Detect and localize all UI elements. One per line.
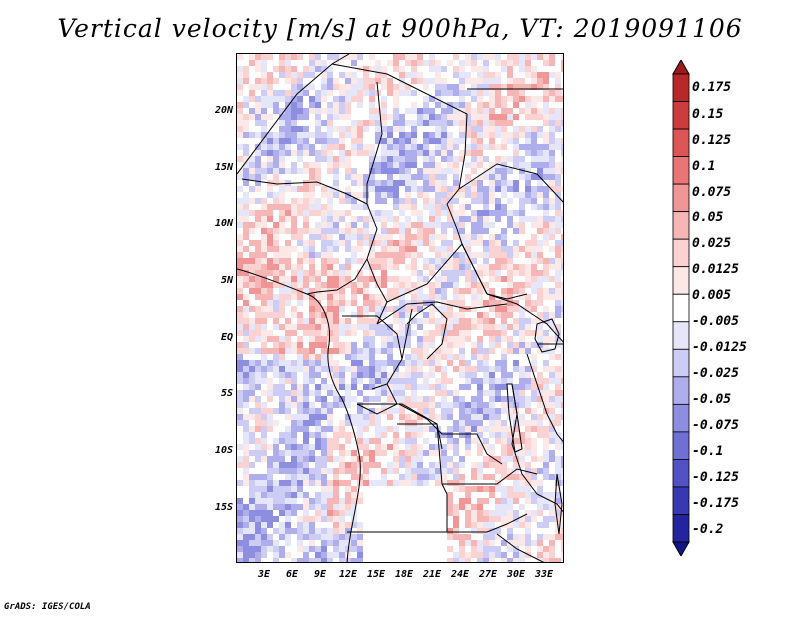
- lon-tick-label: 6E: [285, 569, 299, 580]
- lon-tick-label: 30E: [506, 569, 526, 580]
- colorbar-label: 0.175: [692, 80, 732, 95]
- border-niger-chad: [366, 81, 383, 204]
- lat-tick-label: 15N: [214, 162, 233, 173]
- colorbar-segment: [672, 156, 690, 185]
- border-north-2: [386, 73, 468, 205]
- lon-tick-label: 18E: [394, 569, 414, 580]
- coastline-west: [237, 268, 361, 562]
- border-ssudan: [486, 293, 563, 343]
- colorbar-label: 0.1: [692, 159, 716, 174]
- border-car-south: [376, 301, 508, 325]
- colorbar-label: -0.1: [692, 444, 724, 459]
- colorbar-label: 0.005: [692, 288, 732, 303]
- border-nigeria-east: [306, 203, 378, 295]
- colorbar-segment: [672, 73, 690, 102]
- lon-tick-label: 12E: [338, 569, 358, 580]
- lat-tick-label: 10N: [214, 218, 233, 229]
- lat-tick-label: 15S: [214, 502, 233, 513]
- colorbar-segment: [672, 101, 690, 130]
- lat-tick-label: EQ: [220, 332, 233, 343]
- lon-tick-label: 21E: [422, 569, 442, 580]
- lat-tick-label: 5N: [220, 275, 233, 286]
- border-libya-chad: [331, 63, 388, 75]
- lat-tick-label: 20N: [214, 105, 233, 116]
- grads-credit: GrADS: IGES/COLA: [4, 602, 91, 612]
- colorbar-segment: [672, 431, 690, 460]
- colorbar-segments: [672, 60, 690, 556]
- colorbar: [672, 60, 690, 556]
- lon-tick-label: 3E: [257, 569, 271, 580]
- colorbar-label: -0.025: [692, 366, 739, 381]
- lake-tanganyika: [506, 383, 523, 453]
- lon-tick-label: 15E: [366, 569, 386, 580]
- border-congo: [342, 315, 403, 390]
- colorbar-segment: [672, 128, 690, 157]
- border-mozambique: [536, 493, 563, 513]
- lat-tick-label: 10S: [214, 445, 233, 456]
- colorbar-label: -0.0125: [692, 340, 747, 355]
- colorbar-label: 0.0125: [692, 262, 739, 277]
- border-angola-namibia: [347, 494, 448, 533]
- country-borders: [237, 54, 563, 562]
- border-sudan: [458, 163, 563, 203]
- lake-malawi: [554, 473, 563, 535]
- colorbar-bottom-arrow: [672, 541, 690, 556]
- colorbar-segment: [672, 376, 690, 405]
- colorbar-segment: [672, 238, 690, 268]
- colorbar-label: -0.2: [692, 522, 724, 537]
- colorbar-segment: [672, 514, 690, 543]
- colorbar-label: 0.125: [692, 133, 732, 148]
- colorbar-segment: [672, 321, 690, 350]
- colorbar-label: 0.075: [692, 185, 732, 200]
- lon-tick-label: 9E: [313, 569, 327, 580]
- colorbar-label: -0.125: [692, 470, 739, 485]
- colorbar-segment: [672, 459, 690, 488]
- border-angola-north: [398, 403, 503, 465]
- border-drc-west: [401, 308, 413, 360]
- border-angola: [397, 423, 448, 495]
- colorbar-label: 0.05: [692, 210, 724, 225]
- colorbar-segment: [672, 293, 690, 323]
- velocity-shading: [237, 54, 563, 562]
- map-panel: [236, 53, 564, 563]
- colorbar-segment: [672, 266, 690, 295]
- vertical-velocity-field: [237, 54, 563, 562]
- river-congo: [406, 303, 448, 360]
- border-nigeria-north: [241, 178, 368, 205]
- border-drc-angola: [357, 403, 443, 450]
- lon-tick-label: 24E: [450, 569, 470, 580]
- colorbar-label: -0.005: [692, 314, 739, 329]
- border-cameroon: [366, 258, 388, 325]
- lon-tick-label: 27E: [478, 569, 498, 580]
- lat-tick-label: 5S: [220, 388, 233, 399]
- colorbar-label: -0.075: [692, 418, 739, 433]
- border-north-1: [237, 54, 350, 175]
- border-tanzania: [526, 353, 563, 443]
- colorbar-top-arrow: [672, 60, 690, 75]
- colorbar-segment: [672, 211, 690, 240]
- colorbar-segment: [672, 403, 690, 433]
- colorbar-segment: [672, 348, 690, 378]
- lake-victoria: [534, 318, 560, 353]
- border-zambia: [442, 468, 538, 485]
- lon-tick-label: 33E: [534, 569, 554, 580]
- border-bottom-east: [496, 533, 545, 562]
- colorbar-label: -0.175: [692, 496, 739, 511]
- border-zambia-south: [447, 513, 528, 533]
- colorbar-label: 0.15: [692, 107, 724, 122]
- border-drc: [356, 383, 398, 415]
- colorbar-segment: [672, 486, 690, 515]
- colorbar-segment: [672, 183, 690, 213]
- colorbar-label: 0.025: [692, 236, 732, 251]
- border-car: [386, 243, 528, 303]
- chart-title: Vertical velocity [m/s] at 900hPa, VT: 2…: [57, 14, 743, 43]
- colorbar-label: -0.05: [692, 392, 732, 407]
